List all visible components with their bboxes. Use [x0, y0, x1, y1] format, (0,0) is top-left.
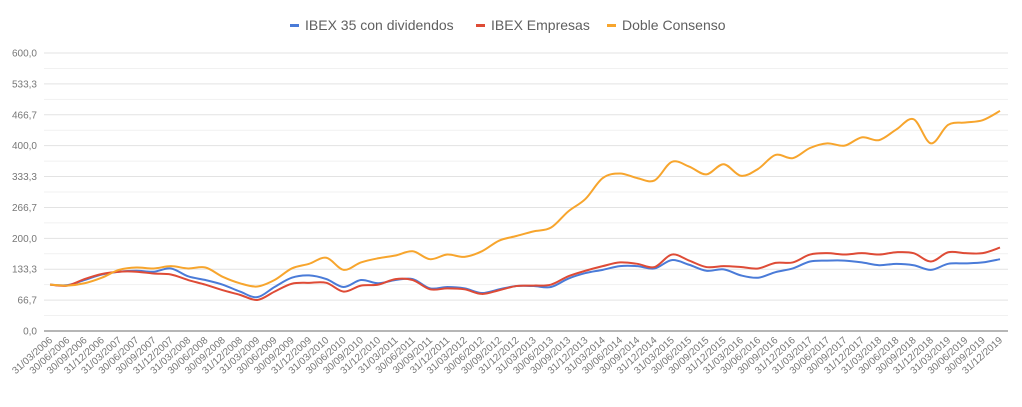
legend-swatch: [476, 24, 485, 27]
y-tick-label: 466,7: [12, 110, 37, 121]
legend-item: IBEX Empresas: [476, 17, 590, 33]
x-axis-ticks: 31/03/200630/06/200630/09/200631/12/2006…: [10, 335, 1005, 377]
legend-label: Doble Consenso: [622, 17, 726, 33]
series-lines: [49, 110, 1001, 301]
gridlines: [44, 52, 1008, 332]
y-tick-label: 266,7: [12, 203, 37, 214]
y-tick-label: 200,0: [12, 234, 37, 245]
y-tick-label: 66,7: [18, 296, 38, 307]
y-tick-label: 333,3: [12, 172, 37, 183]
legend-item: Doble Consenso: [607, 17, 726, 33]
y-tick-label: 0,0: [23, 327, 37, 338]
legend-item: IBEX 35 con dividendos: [290, 17, 454, 33]
series-line-1: [49, 258, 1001, 299]
y-tick-label: 533,3: [12, 79, 37, 90]
legend-swatch: [607, 24, 616, 27]
legend-label: IBEX Empresas: [491, 17, 590, 33]
legend-label: IBEX 35 con dividendos: [305, 17, 454, 33]
legend-swatch: [290, 24, 299, 27]
y-tick-label: 133,3: [12, 265, 37, 276]
y-tick-label: 600,0: [12, 49, 37, 60]
legend: IBEX 35 con dividendos IBEX Empresas Doble…: [290, 17, 726, 33]
series-line-3: [49, 110, 1001, 288]
y-tick-label: 400,0: [12, 141, 37, 152]
series-line-2: [49, 246, 1001, 301]
y-axis-ticks: 0,0 66,7 133,3 200,0 266,7 333,3 400,0 466,7 533…: [12, 49, 37, 338]
